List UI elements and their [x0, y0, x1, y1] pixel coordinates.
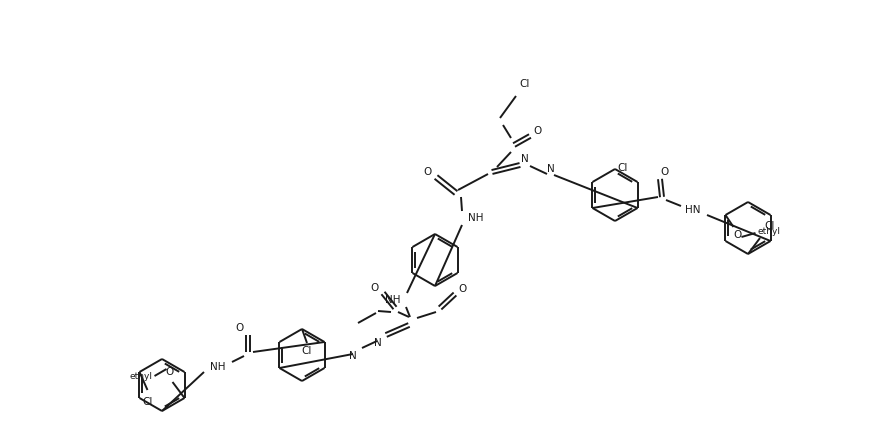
Text: ethyl: ethyl — [757, 226, 780, 235]
Text: O: O — [458, 284, 466, 294]
Text: O: O — [423, 167, 432, 177]
Text: N: N — [349, 351, 356, 361]
Text: ethyl: ethyl — [129, 371, 152, 381]
Text: Cl: Cl — [142, 397, 153, 407]
Text: O: O — [732, 230, 741, 240]
Text: HN: HN — [685, 205, 700, 215]
Text: Cl: Cl — [616, 163, 627, 173]
Text: O: O — [235, 323, 244, 333]
Text: O: O — [533, 126, 542, 136]
Text: N: N — [546, 164, 554, 174]
Text: NH: NH — [210, 362, 226, 372]
Text: NH: NH — [468, 213, 483, 223]
Text: N: N — [521, 154, 529, 164]
Text: NH: NH — [385, 295, 400, 305]
Text: Cl: Cl — [518, 79, 529, 89]
Text: Cl: Cl — [301, 346, 312, 356]
Text: O: O — [371, 283, 378, 293]
Text: O: O — [165, 367, 174, 377]
Text: N: N — [374, 338, 381, 348]
Text: Cl: Cl — [763, 221, 774, 231]
Text: O: O — [660, 167, 668, 177]
